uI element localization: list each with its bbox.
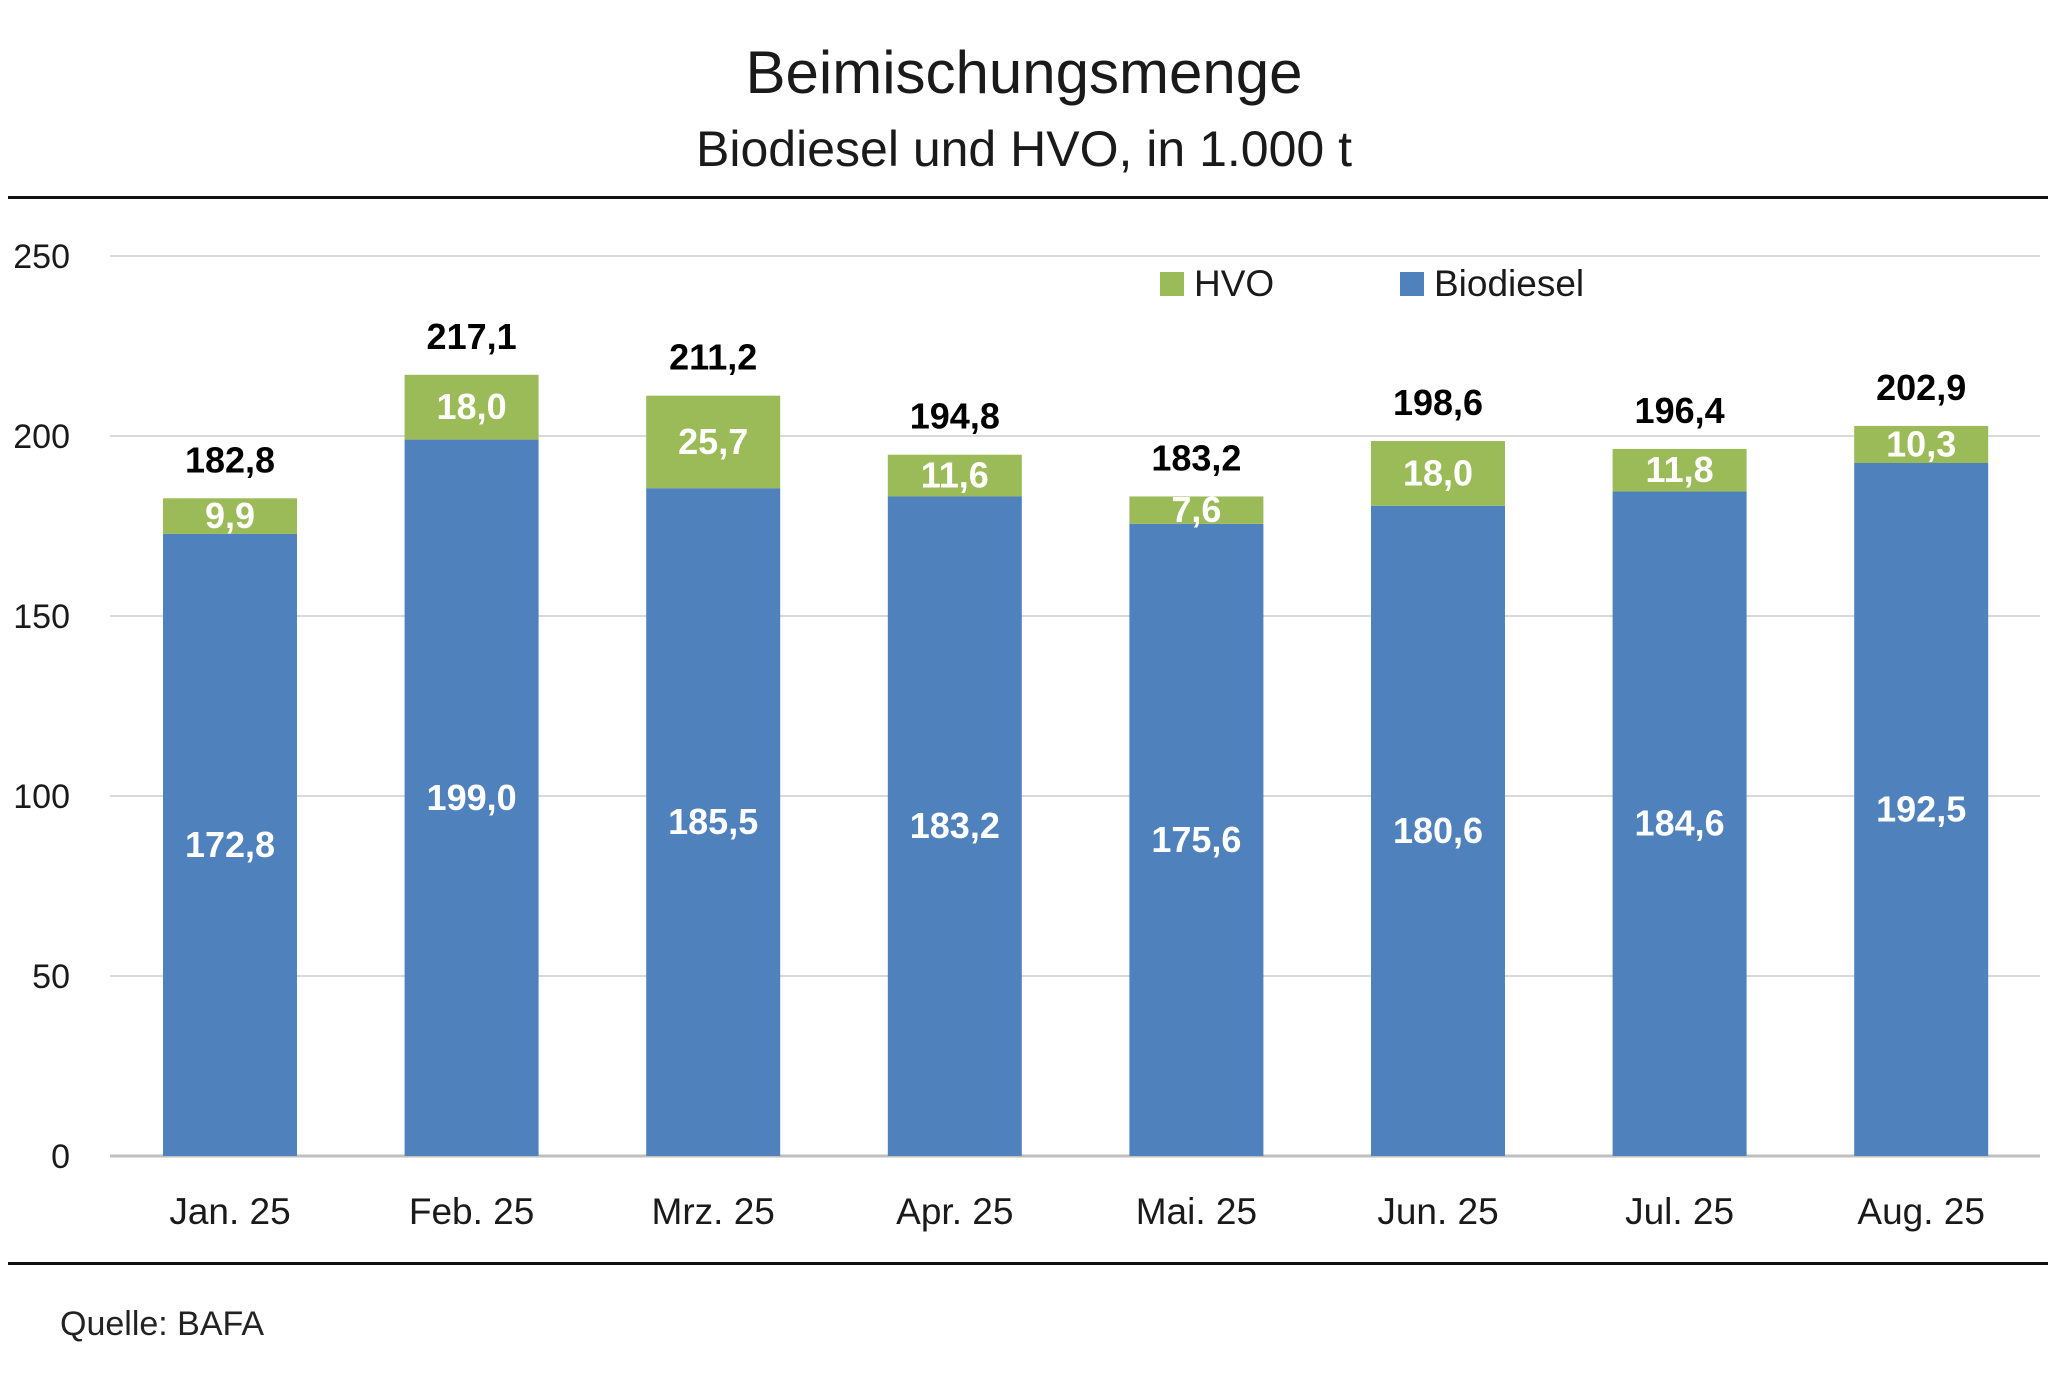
bar-hvo [1371, 441, 1505, 506]
chart-subtitle: Biodiesel und HVO, in 1.000 t [696, 121, 1352, 177]
bar-biodiesel [1854, 463, 1989, 1156]
bar-biodiesel [404, 439, 539, 1157]
bar-biodiesel [646, 488, 781, 1156]
bar-hvo [1854, 425, 1989, 463]
y-tick-label: 50 [32, 958, 70, 996]
legend-item-hvo: HVO [1160, 262, 1274, 306]
x-tick-label: Jul. 25 [1625, 1191, 1734, 1232]
data-label-biodiesel: 184,6 [1635, 803, 1725, 844]
x-tick-label: Apr. 25 [896, 1191, 1013, 1232]
legend-swatch-hvo [1160, 272, 1184, 296]
data-label-hvo: 11,6 [921, 455, 989, 496]
bar-hvo [1612, 448, 1747, 492]
data-label-biodiesel: 192,5 [1876, 789, 1966, 830]
data-label-total: 198,6 [1393, 382, 1483, 423]
bar-biodiesel [163, 533, 297, 1156]
x-tick-label: Mai. 25 [1136, 1191, 1257, 1232]
legend-label-biodiesel: Biodiesel [1434, 263, 1585, 304]
legend-label-hvo: HVO [1194, 263, 1275, 304]
bar-biodiesel [1371, 505, 1505, 1157]
data-label-hvo: 25,7 [678, 421, 748, 462]
data-label-biodiesel: 180,6 [1393, 810, 1483, 851]
x-tick-label: Aug. 25 [1857, 1191, 1985, 1232]
chart-title: Beimischungsmenge [745, 39, 1303, 106]
bottom-divider [8, 1262, 2048, 1265]
y-tick-label: 250 [13, 238, 70, 276]
data-label-biodiesel: 183,2 [910, 805, 1000, 846]
bar-biodiesel [1129, 523, 1264, 1156]
data-label-total: 217,1 [427, 316, 517, 357]
data-label-total: 196,4 [1635, 390, 1725, 431]
stacked-bar-chart: 0 50 100 150 200 250 172,8 9,9 182,8 Jan. 25 199,0… [13, 238, 2040, 1232]
bar-hvo [163, 498, 297, 534]
bar-biodiesel [887, 496, 1022, 1157]
data-label-hvo: 7,6 [1171, 489, 1221, 530]
data-label-hvo: 18,0 [1403, 452, 1473, 493]
x-tick-label: Mrz. 25 [652, 1191, 775, 1232]
legend-item-biodiesel: Biodiesel [1400, 262, 1584, 306]
data-label-hvo: 9,9 [205, 495, 255, 536]
bar-biodiesel [1612, 491, 1747, 1156]
data-label-total: 183,2 [1151, 437, 1241, 478]
x-tick-label: Feb. 25 [409, 1191, 534, 1232]
data-label-biodiesel: 185,5 [668, 801, 758, 842]
data-label-biodiesel: 199,0 [427, 777, 517, 818]
bar-hvo [404, 374, 539, 440]
data-label-hvo: 11,8 [1646, 449, 1714, 490]
bar-hvo [646, 395, 781, 489]
legend-swatch-biodiesel [1400, 272, 1424, 296]
y-tick-label: 200 [13, 418, 70, 456]
data-label-hvo: 10,3 [1886, 423, 1956, 464]
data-label-total: 202,9 [1876, 367, 1966, 408]
data-label-total: 194,8 [910, 396, 1000, 437]
data-label-total: 211,2 [669, 337, 757, 378]
data-label-total: 182,8 [185, 439, 275, 480]
bar-hvo [887, 454, 1022, 497]
y-tick-label: 150 [13, 598, 70, 636]
data-label-biodiesel: 172,8 [185, 824, 275, 865]
x-tick-label: Jan. 25 [169, 1191, 290, 1232]
y-tick-label: 0 [51, 1138, 70, 1176]
y-tick-label: 100 [13, 778, 70, 816]
bar-hvo [1129, 496, 1264, 524]
data-label-biodiesel: 175,6 [1151, 819, 1241, 860]
data-label-hvo: 18,0 [437, 386, 507, 427]
source-note: Quelle: BAFA [60, 1305, 265, 1343]
x-tick-label: Jun. 25 [1377, 1191, 1498, 1232]
top-divider [8, 196, 2048, 199]
